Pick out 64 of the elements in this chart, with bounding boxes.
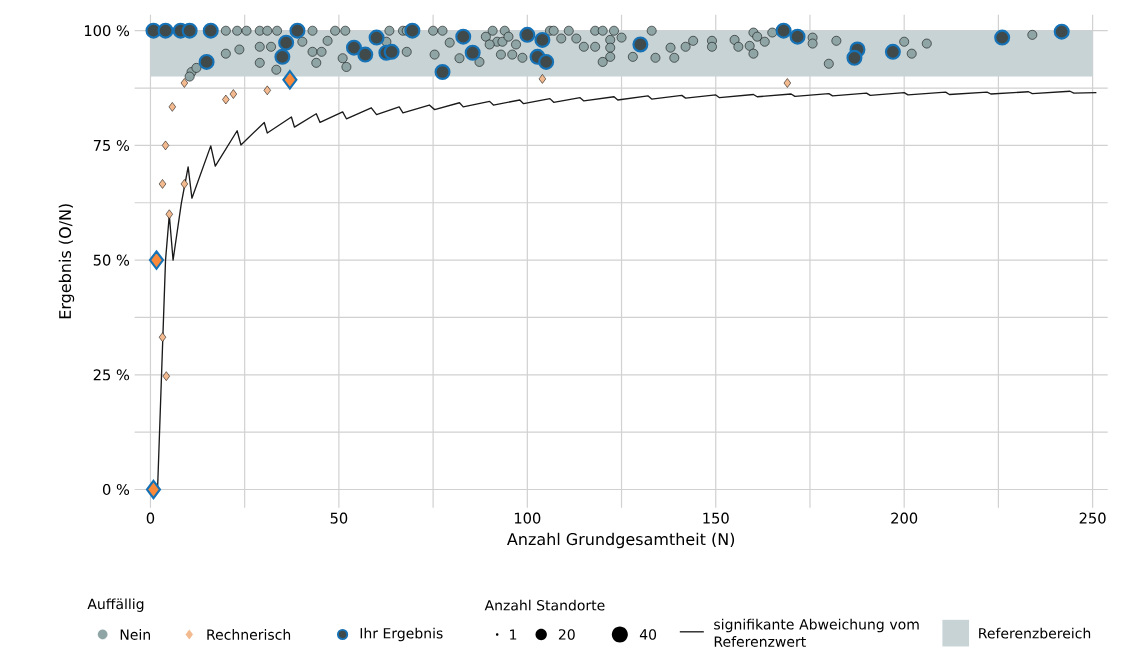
point [202, 22, 219, 39]
point [168, 101, 176, 112]
x-tick-label: 150 [703, 512, 729, 524]
y-tick-label: 0 % [102, 483, 130, 495]
legend-label: Rechnerisch [207, 628, 291, 640]
point [162, 371, 170, 381]
text: Anzahl Standorte [484, 599, 605, 611]
point [383, 43, 400, 60]
point [994, 29, 1011, 46]
legend-label: signifikante Abweichung vom Referenzwert [714, 618, 919, 647]
legend-label: Referenzbereich [979, 627, 1091, 639]
point [775, 22, 792, 39]
x-tick-label: 250 [1079, 512, 1106, 524]
legend-label: Ihr Ergebnis [360, 627, 443, 642]
point [783, 78, 791, 88]
point [538, 73, 547, 84]
point [161, 140, 170, 150]
point [345, 39, 362, 56]
point [519, 26, 536, 43]
x-tick-label: 100 [514, 512, 541, 524]
point [789, 28, 806, 45]
legend-title: Auffällig [87, 598, 144, 612]
point [357, 46, 374, 63]
point [278, 34, 295, 51]
point [180, 178, 189, 189]
point [158, 178, 167, 189]
point [198, 53, 215, 70]
point [263, 85, 271, 95]
x-tick-label: 50 [330, 512, 348, 524]
point [289, 22, 306, 39]
point [464, 44, 481, 61]
point [1053, 23, 1070, 40]
y-axis-title: Ergebnis (O/N) [58, 203, 75, 318]
point [229, 89, 238, 99]
point [534, 31, 551, 48]
point [158, 332, 167, 342]
point [884, 43, 901, 60]
x-axis-title: Anzahl Grundgesamtheit (N) [507, 532, 735, 549]
point [180, 78, 189, 88]
point [846, 49, 863, 66]
point [222, 94, 230, 105]
point [145, 479, 162, 500]
point [538, 53, 555, 70]
point [148, 250, 165, 270]
point [282, 69, 298, 90]
point [274, 48, 291, 65]
x-tick-label: 0 [146, 512, 155, 524]
y-tick-label: 75 % [93, 139, 130, 151]
point [434, 63, 451, 80]
legend-label: 1 [510, 629, 517, 640]
legend-label: 40 [639, 628, 657, 640]
point [368, 29, 385, 46]
y-tick-label: 50 % [93, 254, 130, 266]
x-tick-label: 200 [891, 512, 918, 524]
y-tick-label: 100 % [84, 24, 130, 37]
point [404, 22, 421, 39]
point [632, 36, 649, 53]
point [181, 22, 198, 39]
point [165, 209, 173, 219]
y-tick-label: 25 % [93, 369, 130, 381]
point [157, 22, 174, 39]
legend-label: 20 [558, 628, 575, 640]
legend-label: Nein [120, 628, 150, 640]
point [455, 28, 472, 45]
